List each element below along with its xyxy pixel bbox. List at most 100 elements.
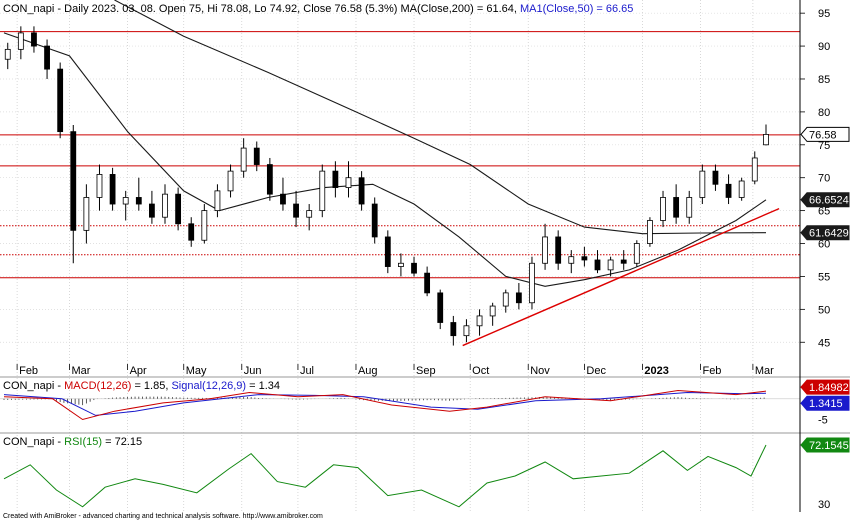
rsi-badge: 72.1545 (809, 440, 849, 452)
macd-header: CON_napi - MACD(12,26) = 1.85, Signal(12… (3, 380, 280, 392)
y-tick-label: 60 (818, 239, 830, 251)
candle-body (699, 170, 706, 198)
y-tick-label: 85 (818, 74, 830, 86)
price-panel-bg (0, 0, 800, 377)
candle-body (673, 197, 680, 218)
candle-body (109, 174, 116, 205)
candle-body (476, 315, 483, 327)
ma200-path (114, 0, 767, 235)
signal-badge-shape (800, 395, 850, 411)
candle-body (345, 177, 352, 188)
macd-panel[interactable]: CON_napi - MACD(12,26) = 1.85, Signal(12… (0, 380, 800, 421)
y-tick-label: 65 (818, 206, 830, 218)
candle-body (502, 292, 509, 307)
candle-body (371, 203, 378, 238)
candle-body (660, 197, 666, 221)
x-label: Mar (755, 365, 774, 377)
candlesticks (4, 26, 769, 346)
price-badge-shape (800, 192, 850, 208)
x-axis-labels: Feb Mar Apr May Jun Jul Aug Sep Oct Nov Dec 2023 Feb… (16, 364, 774, 377)
x-label: May (186, 365, 207, 377)
rsi-path (3, 444, 767, 508)
price-badge-shape (800, 126, 850, 142)
candle-body (384, 236, 391, 267)
y-tick-label: 90 (818, 41, 830, 53)
candle-body (529, 262, 535, 304)
candle-body (555, 236, 562, 264)
candle-body (712, 170, 719, 185)
ma50-path (3, 32, 767, 287)
footer-credit: Created with AmiBroker - advanced charti… (3, 513, 323, 520)
price-badge-shape (800, 225, 850, 241)
candle-body (280, 193, 286, 205)
x-label: Dec (586, 365, 606, 377)
candle-body (201, 210, 208, 241)
candle-body (96, 174, 103, 198)
macd-path (3, 389, 767, 421)
candle-body (135, 197, 142, 205)
candle-body (227, 170, 234, 192)
candle-body (424, 272, 431, 294)
candle-body (437, 292, 444, 323)
candle-body (240, 147, 247, 172)
macd-badge-shape (800, 379, 850, 395)
candle-body (122, 197, 129, 205)
price-badge: 61.6429 (809, 228, 849, 240)
candle-body (306, 210, 313, 218)
candle-body (266, 164, 273, 195)
y-tick-label: 70 (818, 173, 830, 185)
candle-body (515, 292, 522, 304)
candle-body (633, 243, 640, 264)
x-label: Nov (530, 365, 550, 377)
macd-y-label: -5 (818, 415, 828, 427)
value-badges: 76.58 66.6524 61.6429 1.84982 1.3415 72.1545 (800, 126, 850, 453)
y-tick-label: 95 (818, 8, 830, 20)
rsi-panel[interactable]: CON_napi - RSI(15) = 72.15 (3, 436, 767, 508)
y-tick-label: 45 (818, 337, 830, 349)
candle-body (607, 259, 614, 271)
candle-body (542, 236, 548, 264)
x-label: 2023 (644, 365, 668, 377)
x-label: Feb (19, 365, 38, 377)
candle-body (647, 220, 653, 244)
candle-body (763, 134, 769, 146)
candle-body (149, 203, 155, 218)
x-label: Feb (702, 365, 721, 377)
candle-body (83, 197, 90, 231)
x-label: Mar (72, 365, 91, 377)
y-tick-label: 50 (818, 304, 830, 316)
price-header: CON_napi - Daily 2023. 03. 08. Open 75, … (3, 3, 633, 15)
candle-body (581, 256, 588, 261)
candle-body (411, 262, 417, 274)
ma50-line (3, 32, 767, 287)
x-label: Aug (358, 365, 378, 377)
candle-body (751, 157, 758, 182)
rsi-header: CON_napi - RSI(15) = 72.15 (3, 436, 142, 448)
candle-body (4, 48, 11, 60)
candle-body (162, 193, 168, 218)
candle-body (175, 193, 182, 225)
candle-body (188, 223, 195, 241)
candle-body (70, 131, 77, 231)
candle-body (17, 32, 24, 50)
candle-body (463, 325, 470, 337)
candle-body (214, 190, 221, 212)
x-label: Oct (472, 365, 489, 377)
macd-badge: 1.84982 (809, 382, 849, 394)
candle-body (398, 262, 404, 267)
price-badge: 76.58 (809, 129, 837, 141)
ma200-line (114, 0, 767, 235)
candle-body (253, 147, 260, 165)
candle-body (450, 322, 457, 337)
candle-body (686, 197, 693, 218)
price-panel[interactable]: CON_napi - Daily 2023. 03. 08. Open 75, … (0, 0, 800, 512)
y-tick-label: 75 (818, 140, 830, 152)
candle-body (31, 32, 37, 47)
candle-body (293, 203, 299, 218)
x-label: Jul (300, 365, 314, 377)
candle-body (738, 180, 745, 198)
signal-path (3, 391, 767, 416)
rsi-line (3, 444, 767, 508)
candle-body (358, 177, 365, 205)
